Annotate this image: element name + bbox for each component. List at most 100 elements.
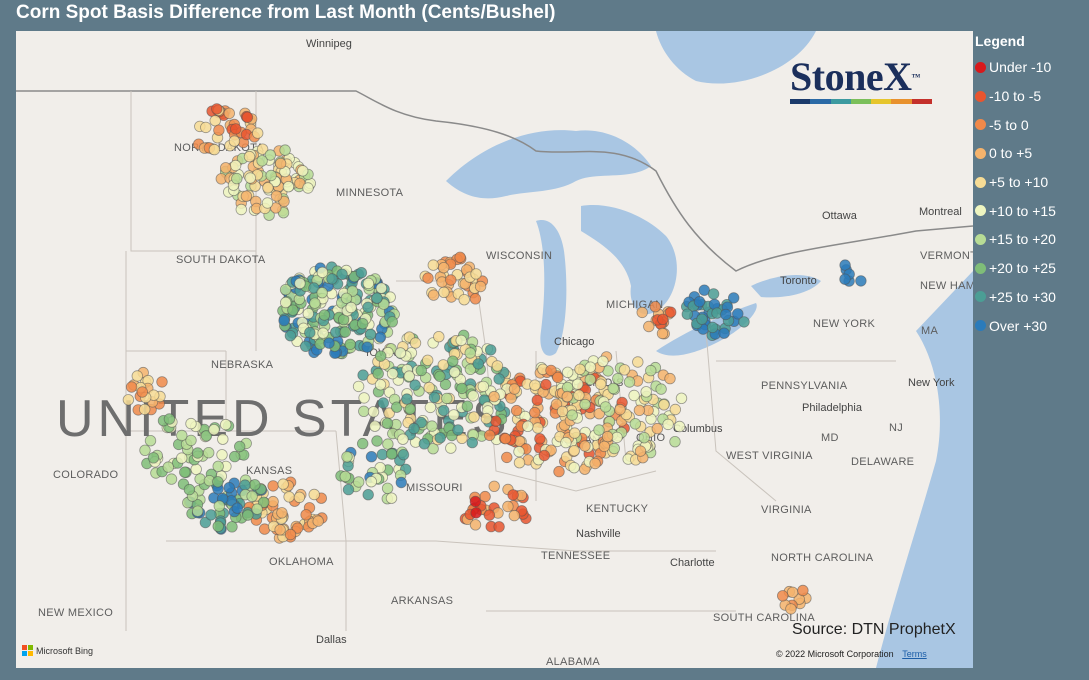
basis-point[interactable]: [386, 316, 399, 328]
basis-point[interactable]: [251, 503, 263, 515]
basis-point[interactable]: [502, 500, 514, 513]
legend-item[interactable]: -10 to -5: [975, 82, 1087, 111]
basis-point[interactable]: [163, 413, 176, 425]
basis-point[interactable]: [362, 301, 374, 314]
basis-point[interactable]: [219, 418, 232, 431]
basis-point[interactable]: [427, 289, 440, 301]
basis-point[interactable]: [147, 452, 160, 464]
basis-point[interactable]: [300, 509, 312, 521]
basis-point[interactable]: [681, 308, 694, 320]
basis-point[interactable]: [385, 492, 398, 504]
basis-point[interactable]: [464, 363, 477, 376]
basis-point[interactable]: [491, 360, 504, 372]
basis-point[interactable]: [294, 277, 306, 290]
basis-point[interactable]: [211, 103, 223, 115]
basis-point[interactable]: [213, 124, 225, 136]
basis-point[interactable]: [208, 424, 220, 436]
basis-point[interactable]: [445, 442, 457, 454]
basis-point[interactable]: [728, 292, 740, 304]
basis-point[interactable]: [138, 403, 151, 416]
basis-point[interactable]: [422, 354, 434, 367]
basis-point[interactable]: [472, 358, 485, 370]
basis-point[interactable]: [638, 432, 650, 444]
basis-point[interactable]: [643, 320, 655, 333]
basis-point[interactable]: [342, 483, 355, 496]
basis-point[interactable]: [656, 327, 669, 340]
basis-point[interactable]: [355, 266, 368, 279]
basis-point[interactable]: [458, 294, 470, 306]
basis-point[interactable]: [326, 273, 338, 285]
basis-point[interactable]: [777, 590, 789, 602]
basis-point[interactable]: [144, 435, 157, 447]
basis-point[interactable]: [341, 451, 353, 463]
basis-point[interactable]: [256, 143, 269, 155]
basis-point[interactable]: [365, 476, 378, 488]
basis-point[interactable]: [231, 502, 244, 514]
basis-point[interactable]: [278, 314, 290, 327]
basis-point[interactable]: [468, 411, 480, 423]
basis-point[interactable]: [345, 301, 357, 314]
basis-point[interactable]: [267, 495, 279, 508]
basis-point[interactable]: [228, 135, 241, 147]
basis-point[interactable]: [424, 401, 437, 414]
basis-point[interactable]: [375, 282, 388, 294]
basis-point[interactable]: [284, 330, 297, 342]
basis-point[interactable]: [364, 328, 377, 341]
basis-point[interactable]: [308, 488, 320, 501]
basis-point[interactable]: [675, 392, 688, 405]
basis-point[interactable]: [256, 155, 268, 167]
basis-point[interactable]: [394, 347, 407, 359]
basis-point[interactable]: [291, 522, 304, 534]
basis-point[interactable]: [297, 165, 309, 177]
basis-point[interactable]: [493, 521, 505, 533]
basis-point[interactable]: [317, 327, 329, 339]
legend-item[interactable]: +10 to +15: [975, 196, 1087, 225]
basis-point[interactable]: [352, 380, 365, 393]
legend-item[interactable]: +5 to +10: [975, 168, 1087, 197]
basis-point[interactable]: [357, 318, 369, 330]
basis-point[interactable]: [235, 203, 248, 216]
basis-point[interactable]: [136, 386, 149, 398]
basis-point[interactable]: [165, 473, 178, 485]
basis-point[interactable]: [309, 297, 321, 309]
basis-point[interactable]: [403, 370, 416, 382]
basis-point[interactable]: [655, 383, 667, 395]
basis-point[interactable]: [545, 364, 557, 377]
basis-point[interactable]: [623, 376, 636, 388]
basis-point[interactable]: [470, 507, 482, 519]
basis-point[interactable]: [608, 442, 621, 455]
basis-point[interactable]: [274, 524, 286, 536]
basis-point[interactable]: [251, 127, 264, 139]
basis-point[interactable]: [122, 394, 135, 406]
basis-point[interactable]: [216, 449, 228, 461]
basis-point[interactable]: [618, 364, 631, 376]
basis-point[interactable]: [529, 379, 541, 391]
basis-point[interactable]: [156, 376, 168, 388]
basis-point[interactable]: [139, 444, 151, 457]
basis-point[interactable]: [493, 373, 505, 385]
basis-point[interactable]: [566, 409, 578, 421]
basis-point[interactable]: [200, 430, 213, 442]
basis-point[interactable]: [302, 307, 315, 320]
basis-point[interactable]: [461, 400, 474, 412]
basis-point[interactable]: [267, 480, 279, 492]
legend-item[interactable]: +15 to +20: [975, 225, 1087, 254]
basis-point[interactable]: [239, 479, 251, 491]
basis-point[interactable]: [579, 398, 591, 411]
basis-point[interactable]: [531, 394, 544, 406]
basis-point[interactable]: [488, 390, 500, 403]
basis-point[interactable]: [244, 172, 257, 184]
basis-point[interactable]: [372, 367, 384, 380]
basis-point[interactable]: [569, 427, 581, 439]
basis-point[interactable]: [213, 500, 226, 512]
basis-point[interactable]: [598, 440, 611, 453]
basis-point[interactable]: [428, 391, 441, 404]
basis-point[interactable]: [662, 418, 674, 431]
basis-point[interactable]: [510, 404, 523, 417]
basis-point[interactable]: [438, 404, 450, 417]
basis-point[interactable]: [611, 431, 623, 444]
basis-point[interactable]: [538, 449, 551, 462]
basis-point[interactable]: [707, 288, 720, 300]
basis-point[interactable]: [499, 433, 512, 445]
basis-point[interactable]: [261, 197, 274, 209]
